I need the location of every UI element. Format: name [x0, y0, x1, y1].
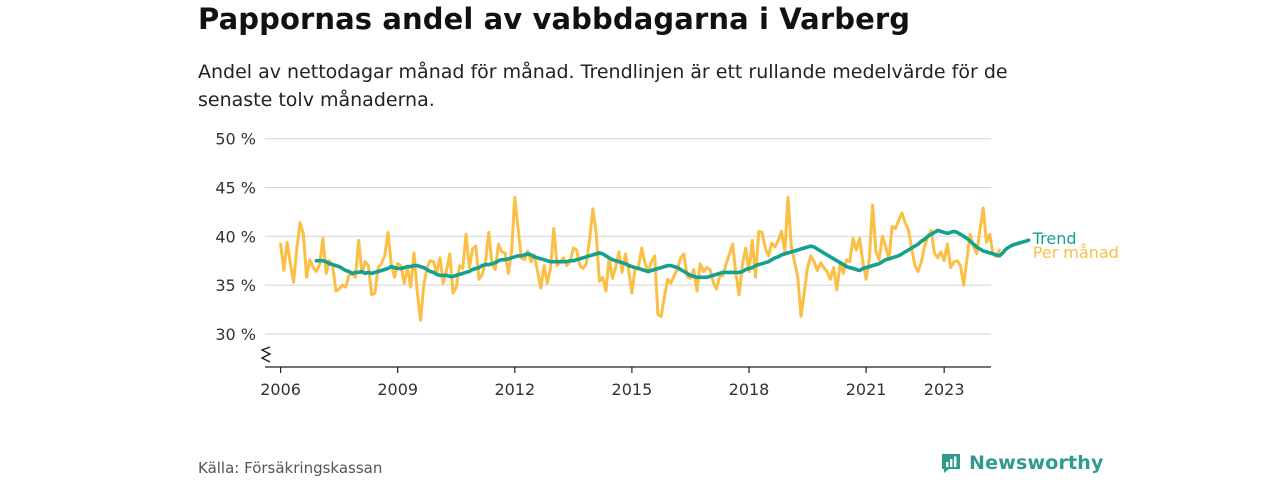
axis-break-icon [260, 346, 272, 363]
y-tick-label: 35 % [215, 276, 256, 295]
series-line-trend [314, 228, 1031, 280]
chart-title: Pappornas andel av vabbdagarna i Varberg [198, 2, 911, 36]
y-tick-label: 30 % [215, 325, 256, 344]
per-manad-label: Per månad [1033, 243, 1119, 262]
x-axis: 2006 2009 2012 2015 2018 2021 2023 [260, 346, 991, 399]
x-tick-label: 2012 [494, 380, 535, 399]
x-tick-label: 2015 [612, 380, 653, 399]
source-note: Källa: Försäkringskassan [198, 459, 383, 477]
y-tick-label: 40 % [215, 227, 256, 246]
x-tick-label: 2006 [260, 380, 301, 399]
y-tick-label: 50 % [215, 130, 256, 149]
x-tick-label: 2021 [846, 380, 887, 399]
series-lines [279, 195, 1031, 322]
x-tick-label: 2023 [924, 380, 965, 399]
y-tick-label: 45 % [215, 178, 256, 197]
chart-subtitle: Andel av nettodagar månad för månad. Tre… [198, 61, 1008, 111]
newsworthy-logo[interactable]: Newsworthy [940, 452, 1104, 474]
newsworthy-logo-icon [942, 454, 960, 473]
x-tick-label: 2018 [729, 380, 770, 399]
x-tick-label: 2009 [377, 380, 418, 399]
series-line-per-manad [279, 195, 1001, 322]
trend-label: Trend [1032, 229, 1077, 248]
y-axis-tick-labels: 30 % 35 % 40 % 45 % 50 % [215, 130, 256, 344]
brand-name: Newsworthy [969, 452, 1104, 474]
